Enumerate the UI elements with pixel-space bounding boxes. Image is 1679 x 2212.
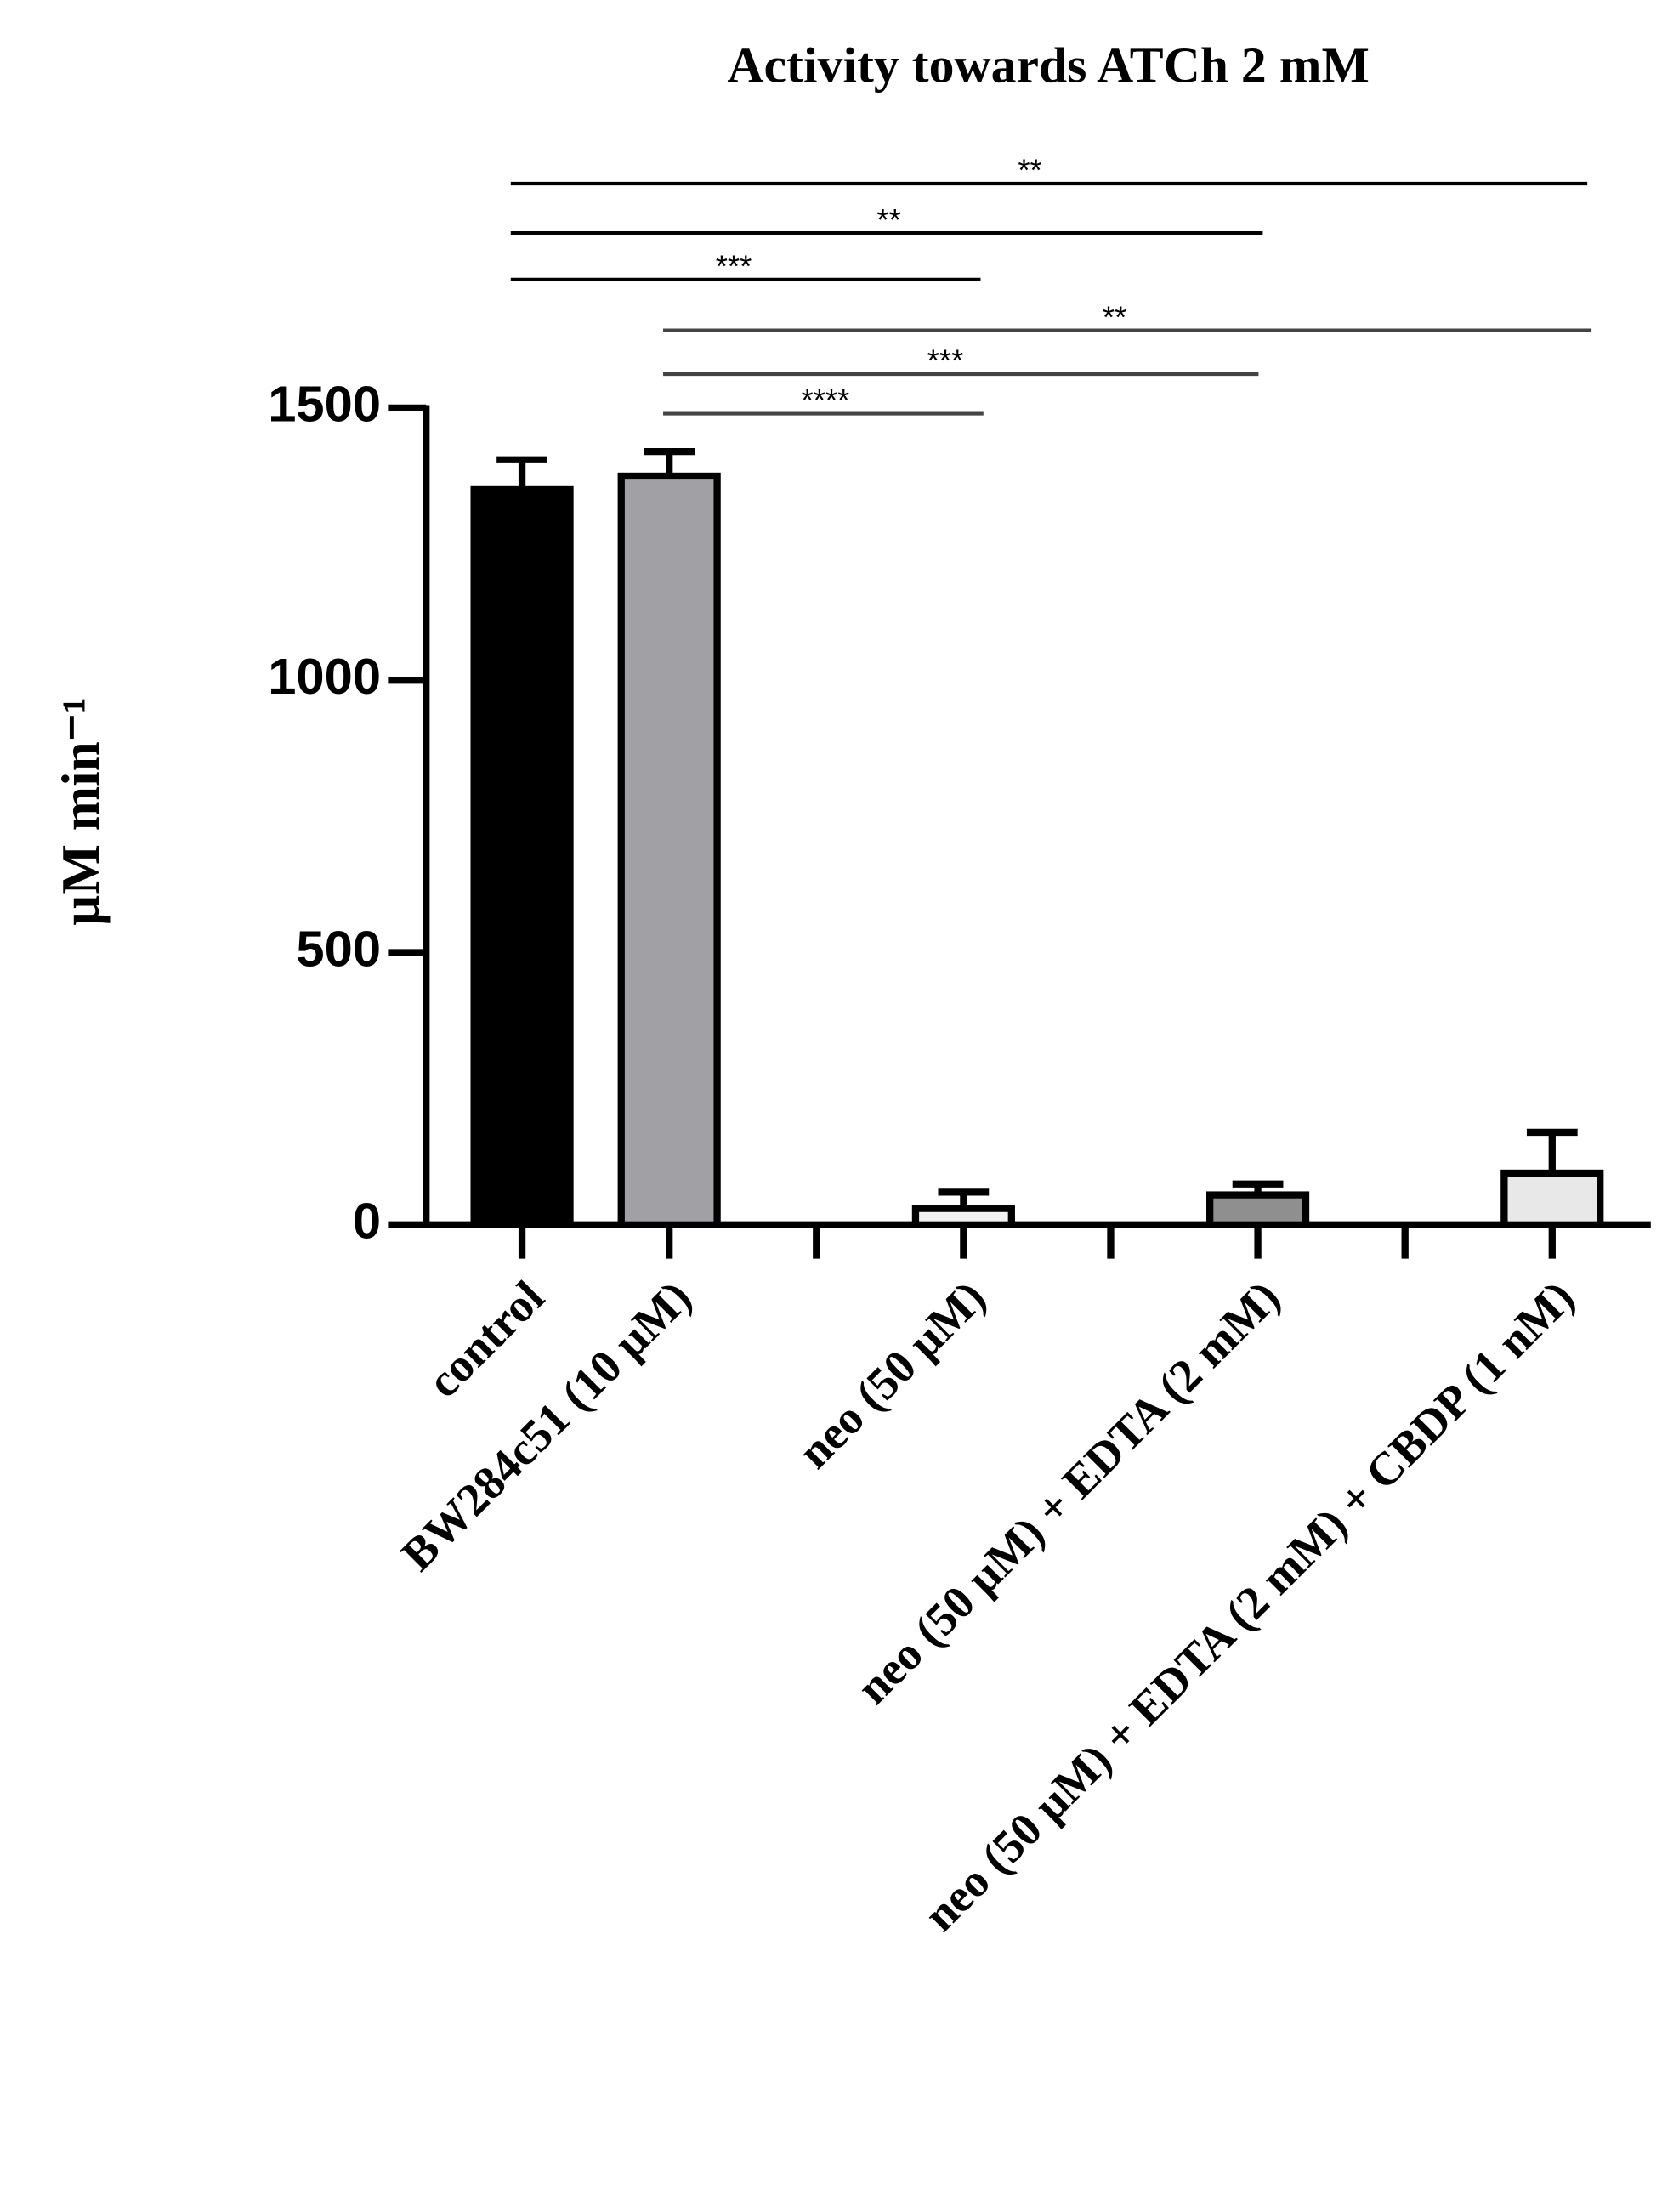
x-tick-label: neo (50 µM) + EDTA (2 mM) + CBDP (1 nM): [914, 1271, 1584, 1941]
x-tick-label: BW284c51 (10 µM): [391, 1271, 701, 1580]
bar: [470, 485, 574, 1228]
significance-label: ****: [801, 383, 849, 417]
y-axis-label: µM min⁻¹: [51, 697, 111, 926]
chart-title: Activity towards ATCh 2 mM: [727, 37, 1369, 93]
bar: [1500, 1169, 1604, 1228]
error-bar: [644, 447, 695, 476]
bar: [617, 472, 721, 1228]
y-tick-label: 0: [353, 1193, 381, 1250]
significance-label: **: [1018, 153, 1041, 188]
y-tick-label: 500: [296, 920, 381, 977]
bar: [1206, 1191, 1310, 1228]
x-tick-label: neo (50 µM): [788, 1271, 995, 1478]
error-bar: [938, 1188, 990, 1209]
significance-label: **: [876, 202, 900, 237]
significance-label: ***: [716, 249, 752, 284]
y-tick-label: 1500: [268, 376, 381, 433]
significance-label: **: [1103, 299, 1126, 334]
error-bar: [496, 456, 547, 490]
error-bar: [1232, 1180, 1284, 1195]
significance-label: ***: [927, 343, 964, 378]
x-tick-label: control: [417, 1271, 554, 1408]
bar: [911, 1205, 1015, 1228]
error-bar: [1526, 1128, 1578, 1173]
y-tick-label: 1000: [268, 648, 381, 705]
